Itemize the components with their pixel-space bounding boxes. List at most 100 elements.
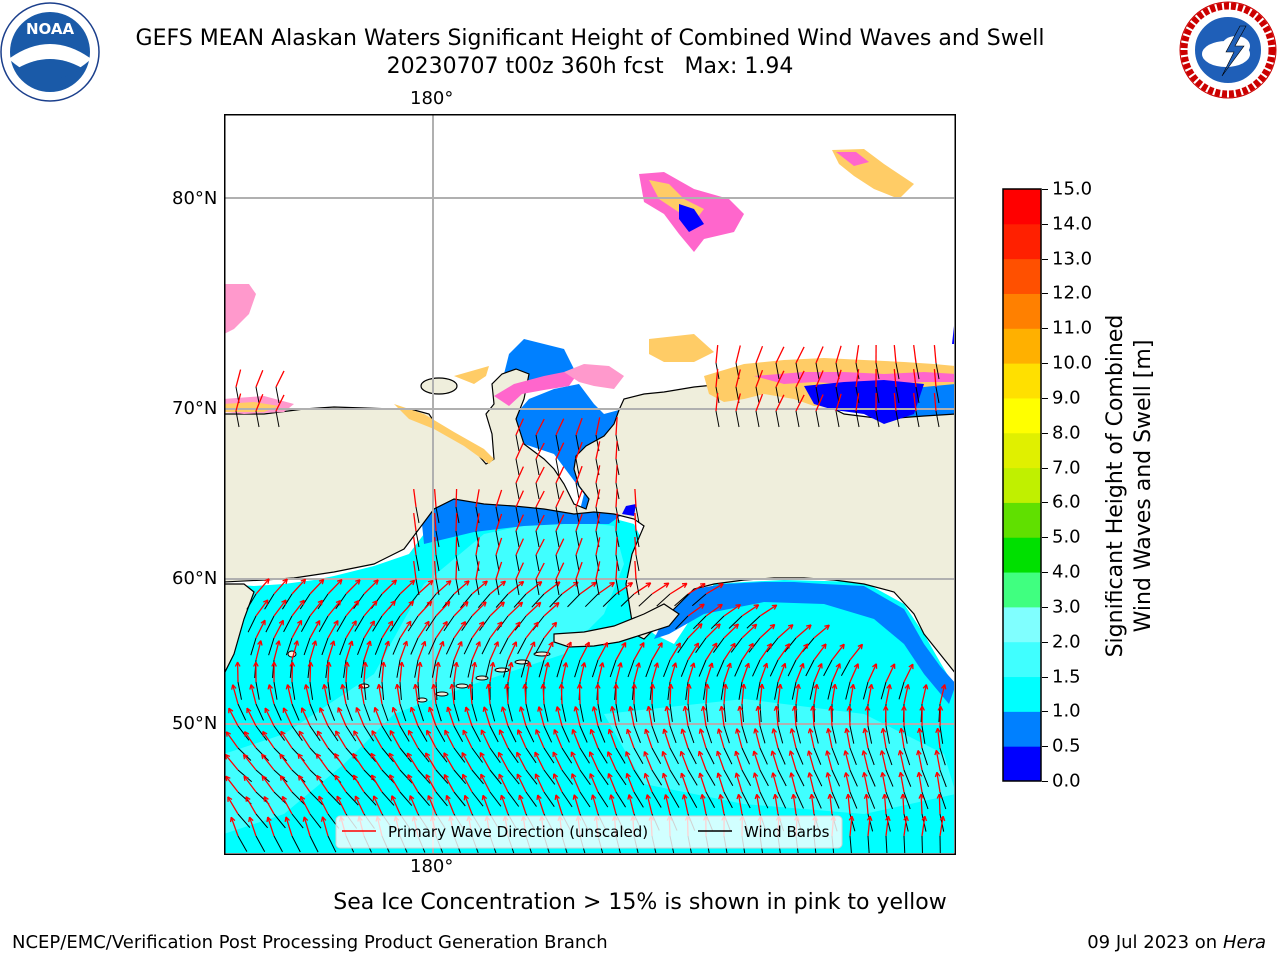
wave-arrow-head bbox=[261, 775, 267, 781]
wave-arrow-head bbox=[442, 620, 448, 627]
wave-arrow-head bbox=[752, 750, 758, 757]
wave-direction-arrow bbox=[615, 512, 618, 532]
wind-barb bbox=[885, 747, 893, 766]
wave-arrow-head bbox=[482, 706, 489, 712]
wave-direction-arrow bbox=[345, 579, 361, 595]
wave-arrow-head bbox=[631, 683, 638, 689]
wave-direction-arrow bbox=[261, 753, 275, 771]
wind-barb bbox=[309, 835, 319, 853]
wave-arrow-head bbox=[571, 773, 577, 779]
wind-barb bbox=[246, 593, 257, 610]
wave-arrow-head bbox=[329, 640, 336, 646]
wave-direction-arrow bbox=[736, 728, 743, 749]
wave-direction-arrow bbox=[777, 663, 786, 683]
wave-arrow-head bbox=[570, 751, 576, 757]
wave-arrow-head bbox=[936, 793, 943, 799]
wind-barb bbox=[741, 703, 744, 722]
wave-direction-arrow bbox=[263, 796, 275, 815]
wave-direction-arrow bbox=[515, 442, 524, 460]
wave-direction-arrow bbox=[903, 816, 908, 837]
wave-arrow-head bbox=[320, 816, 327, 822]
wave-arrow-head bbox=[700, 793, 706, 800]
wind-barb bbox=[503, 659, 509, 678]
chart-title: GEFS MEAN Alaskan Waters Significant Hei… bbox=[135, 26, 1045, 51]
wave-direction-arrow bbox=[883, 794, 887, 815]
wind-barb bbox=[635, 530, 640, 548]
wind-barb bbox=[381, 769, 395, 784]
wave-direction-arrow bbox=[705, 683, 708, 705]
wave-direction-arrow bbox=[705, 583, 724, 595]
wind-barb bbox=[250, 637, 257, 656]
wave-arrow-head bbox=[530, 641, 536, 647]
wave-direction-arrow bbox=[537, 794, 545, 815]
wave-direction-arrow bbox=[291, 640, 299, 661]
wave-arrow-head bbox=[369, 620, 376, 626]
wave-arrow-head bbox=[744, 662, 750, 669]
wave-direction-arrow bbox=[487, 684, 491, 705]
wind-barb bbox=[915, 386, 920, 404]
wave-direction-arrow bbox=[575, 441, 583, 460]
wave-arrow-head bbox=[384, 640, 390, 647]
wave-arrow-head bbox=[373, 706, 379, 713]
wave-direction-arrow bbox=[777, 684, 782, 705]
wave-direction-arrow bbox=[815, 394, 824, 412]
colorbar-tick-mark bbox=[1042, 781, 1048, 782]
colorbar-frame bbox=[1002, 188, 1042, 782]
wave-arrow-head bbox=[606, 751, 613, 757]
wave-arrow-head bbox=[934, 771, 941, 778]
wind-barb bbox=[633, 747, 644, 764]
wave-arrow-head bbox=[282, 578, 288, 585]
wave-arrow-head bbox=[334, 774, 340, 781]
wave-direction-arrow bbox=[538, 706, 545, 727]
wave-arrow-head bbox=[389, 774, 395, 780]
wind-barb bbox=[602, 593, 617, 607]
wind-barb bbox=[895, 386, 900, 404]
wave-direction-arrow bbox=[535, 442, 545, 460]
colorbar-tick-label: 8.0 bbox=[1052, 422, 1081, 444]
wind-barb bbox=[417, 725, 428, 742]
wind-barb bbox=[635, 578, 640, 596]
wave-direction-arrow bbox=[918, 772, 923, 793]
wave-arrow-head bbox=[806, 624, 812, 630]
wind-barb bbox=[885, 769, 894, 787]
wind-barb bbox=[769, 659, 779, 677]
wave-direction-arrow bbox=[575, 537, 583, 556]
wave-arrow-head bbox=[390, 600, 396, 606]
wind-barb bbox=[455, 554, 460, 572]
wave-direction-arrow bbox=[893, 393, 897, 412]
wave-direction-arrow bbox=[543, 621, 558, 639]
wave-arrow-head bbox=[534, 751, 540, 758]
colorbar-tick-label: 12.0 bbox=[1052, 282, 1093, 304]
wind-barb bbox=[738, 681, 743, 700]
wind-barb bbox=[840, 659, 851, 677]
wave-arrow-head bbox=[704, 683, 710, 689]
wind-barb bbox=[677, 637, 689, 654]
wave-arrow-head bbox=[675, 642, 681, 648]
wave-direction-arrow bbox=[309, 578, 325, 595]
wave-direction-arrow bbox=[847, 794, 851, 815]
wave-arrow-head bbox=[937, 705, 944, 711]
wave-direction-arrow bbox=[553, 729, 563, 749]
wave-arrow-head bbox=[243, 731, 250, 737]
wave-direction-arrow bbox=[885, 684, 891, 705]
wave-direction-arrow bbox=[795, 370, 805, 388]
colorbar-segment bbox=[1003, 572, 1041, 608]
wave-arrow-head bbox=[431, 683, 437, 690]
wave-direction-arrow bbox=[381, 600, 396, 617]
wind-barb bbox=[555, 554, 560, 572]
wind-barb bbox=[435, 791, 448, 807]
wave-direction-arrow bbox=[406, 752, 419, 771]
wave-arrow-head bbox=[718, 793, 724, 800]
wave-arrow-head bbox=[935, 727, 941, 734]
wave-arrow-head bbox=[662, 728, 668, 735]
wave-direction-arrow bbox=[741, 684, 745, 705]
wave-arrow-head bbox=[735, 728, 741, 734]
wave-direction-arrow bbox=[399, 640, 408, 661]
wave-direction-arrow bbox=[316, 775, 329, 793]
wind-barb bbox=[507, 747, 519, 764]
wave-direction-arrow bbox=[646, 794, 653, 815]
wind-barb bbox=[495, 593, 509, 608]
wave-arrow-head bbox=[234, 661, 241, 667]
wind-barb bbox=[615, 791, 627, 808]
wave-direction-arrow bbox=[741, 604, 759, 617]
